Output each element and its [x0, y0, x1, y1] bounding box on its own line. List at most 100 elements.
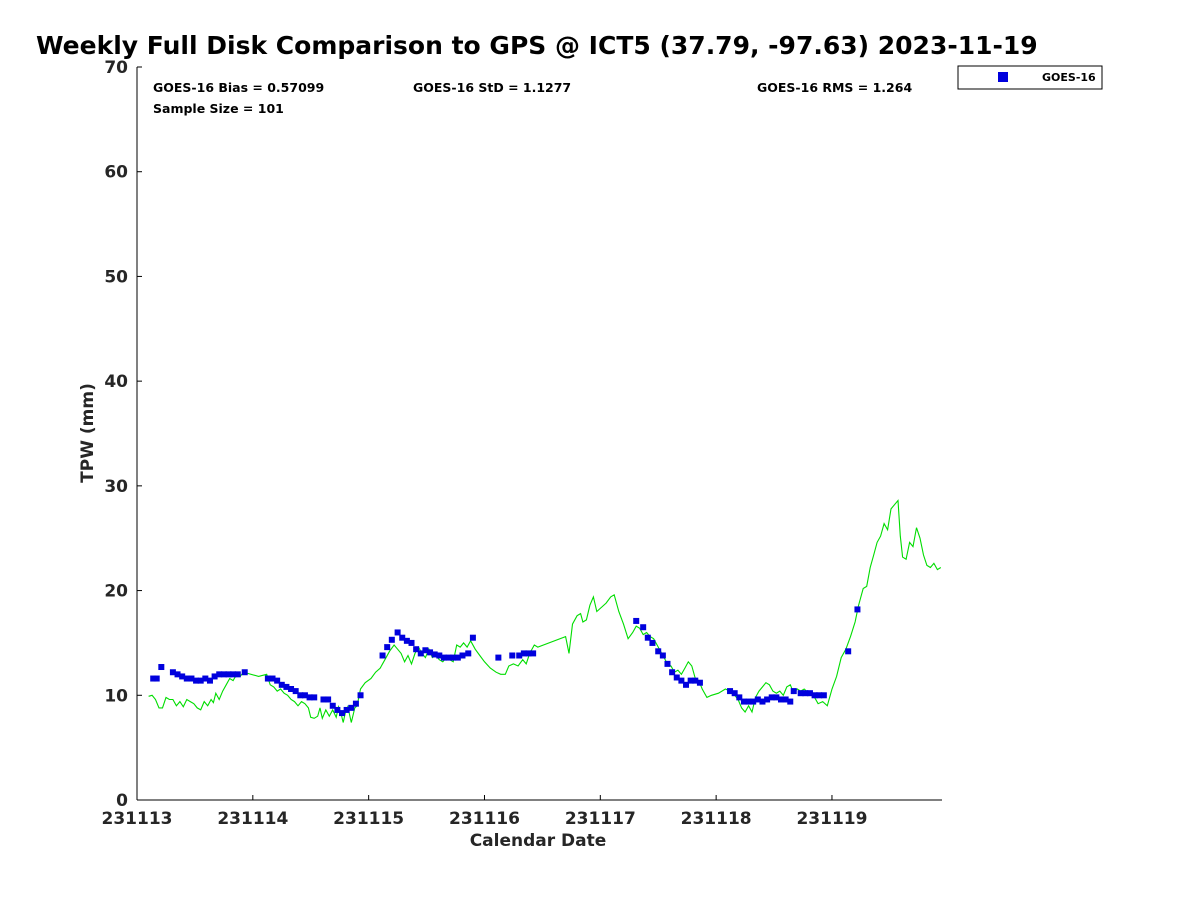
goes16-point [413, 646, 420, 653]
goes16-point [388, 636, 395, 643]
goes16-point [495, 654, 502, 661]
goes16-point [530, 650, 537, 657]
goes16-point [820, 692, 827, 699]
stat-rms: GOES-16 RMS = 1.264 [757, 80, 912, 95]
x-tick-label: 231113 [102, 809, 173, 829]
goes16-point [750, 698, 757, 705]
goes16-point [264, 675, 271, 682]
goes16-point [188, 675, 195, 682]
goes16-point [469, 634, 476, 641]
y-tick-label: 30 [104, 477, 128, 497]
goes16-point [520, 650, 527, 657]
goes16-point [687, 677, 694, 684]
goes16-point [169, 669, 176, 676]
y-tick-label: 10 [104, 686, 128, 706]
goes16-point [764, 696, 771, 703]
x-axis-label: Calendar Date [470, 831, 607, 851]
goes16-point [802, 690, 809, 697]
goes16-point [640, 624, 647, 631]
x-tick-label: 231117 [565, 809, 636, 829]
goes16-point [352, 700, 359, 707]
goes16-point [403, 637, 410, 644]
goes16-point [450, 654, 457, 661]
goes16-point [306, 694, 313, 701]
stat-sample-size: Sample Size = 101 [153, 101, 284, 116]
goes16-point [206, 677, 213, 684]
goes16-point [669, 669, 676, 676]
goes16-point [745, 698, 752, 705]
goes16-point [673, 674, 680, 681]
stat-bias: GOES-16 Bias = 0.57099 [153, 80, 324, 95]
legend: GOES-16 [957, 65, 1103, 90]
goes16-point [787, 698, 794, 705]
goes16-point [394, 629, 401, 636]
y-tick-label: 40 [104, 372, 128, 392]
goes16-point [241, 669, 248, 676]
goes16-point [854, 606, 861, 613]
goes16-point [339, 710, 346, 717]
y-tick-label: 70 [104, 58, 128, 78]
goes16-point [158, 664, 165, 671]
goes16-point [644, 634, 651, 641]
gps-series-layer [148, 499, 942, 723]
goes16-point [174, 671, 181, 678]
goes16-point [459, 652, 466, 659]
y-axis-label: TPW (mm) [78, 383, 98, 483]
goes16-point [736, 694, 743, 701]
x-tick-label: 231118 [681, 809, 752, 829]
goes16-point [811, 692, 818, 699]
goes16-point [759, 698, 766, 705]
goes16-point [153, 675, 160, 682]
goes16-point [311, 694, 318, 701]
goes16-point [465, 650, 472, 657]
goes16-point [202, 675, 209, 682]
goes16-point [379, 652, 386, 659]
goes16-point [431, 651, 438, 658]
y-tick-label: 60 [104, 163, 128, 183]
goes16-point [292, 688, 299, 695]
gps-series-line [148, 499, 942, 723]
stat-std: GOES-16 StD = 1.1277 [413, 80, 571, 95]
y-tick-label: 0 [116, 791, 128, 811]
goes16-point [348, 704, 355, 711]
goes16-point [445, 654, 452, 661]
goes16-point [816, 692, 823, 699]
goes16-point [773, 694, 780, 701]
goes16-point [436, 652, 443, 659]
goes16-point [440, 654, 447, 661]
goes16-point [234, 671, 241, 678]
goes16-point [220, 671, 227, 678]
goes16-point [357, 692, 364, 699]
goes16-point [150, 675, 157, 682]
x-ticks: 231113 231114 231115 231116 231117 231118 2311… [102, 795, 867, 829]
goes-series-layer [150, 606, 861, 717]
x-tick-label: 231114 [217, 809, 288, 829]
goes16-point [193, 677, 200, 684]
legend-marker-square-icon [998, 72, 1008, 82]
legend-label-goes16: GOES-16 [1042, 71, 1096, 84]
goes16-point [274, 677, 281, 684]
goes16-point [427, 649, 434, 656]
y-ticks: 0 10 20 30 40 50 60 70 [104, 58, 142, 811]
chart-title: Weekly Full Disk Comparison to GPS @ ICT… [36, 31, 1038, 60]
goes16-point [782, 696, 789, 703]
goes16-point [417, 650, 424, 657]
goes16-point [633, 617, 640, 624]
goes16-point [230, 671, 237, 678]
goes16-point [754, 696, 761, 703]
plot-area [136, 67, 942, 801]
x-tick-label: 231119 [796, 809, 867, 829]
y-tick-label: 20 [104, 582, 128, 602]
goes16-point [664, 660, 671, 667]
goes16-point [696, 679, 703, 686]
goes16-point [325, 696, 332, 703]
goes16-point [225, 671, 232, 678]
goes16-point [334, 706, 341, 713]
legend-box [957, 65, 1103, 90]
goes16-point [845, 648, 852, 655]
goes16-point [399, 634, 406, 641]
goes16-point [422, 647, 429, 654]
goes16-point [320, 696, 327, 703]
goes16-point [683, 681, 690, 688]
